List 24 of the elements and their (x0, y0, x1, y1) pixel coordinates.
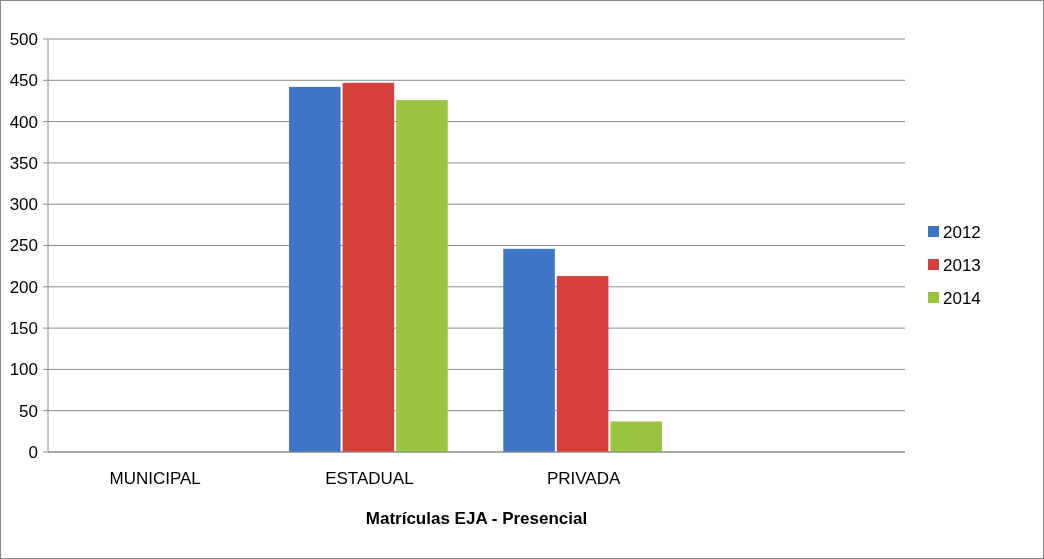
bar (556, 276, 609, 452)
legend-label: 2012 (943, 222, 981, 242)
y-tick-label: 500 (9, 29, 38, 49)
bar (342, 82, 395, 452)
bar (289, 86, 341, 452)
y-tick-label: 200 (9, 277, 38, 297)
y-tick-label: 400 (9, 112, 38, 132)
legend-label: 2014 (943, 288, 981, 308)
x-axis-title: Matrículas EJA - Presencial (365, 509, 588, 528)
legend-label: 2013 (943, 255, 981, 275)
y-tick-label: 0 (28, 442, 38, 462)
y-tick-label: 100 (9, 360, 38, 380)
x-tick-label: PRIVADA (546, 469, 621, 488)
y-tick-label: 50 (19, 401, 38, 421)
x-tick-label: ESTADUAL (325, 469, 414, 488)
y-tick-label: 450 (9, 71, 38, 91)
x-tick-label: MUNICIPAL (109, 469, 201, 488)
bar (396, 100, 448, 452)
y-tick-label: 350 (9, 153, 38, 173)
y-tick-label: 300 (9, 195, 38, 215)
y-tick-label: 150 (9, 319, 38, 339)
y-tick-label: 250 (9, 236, 38, 256)
bar (503, 248, 555, 452)
bar (610, 421, 662, 452)
